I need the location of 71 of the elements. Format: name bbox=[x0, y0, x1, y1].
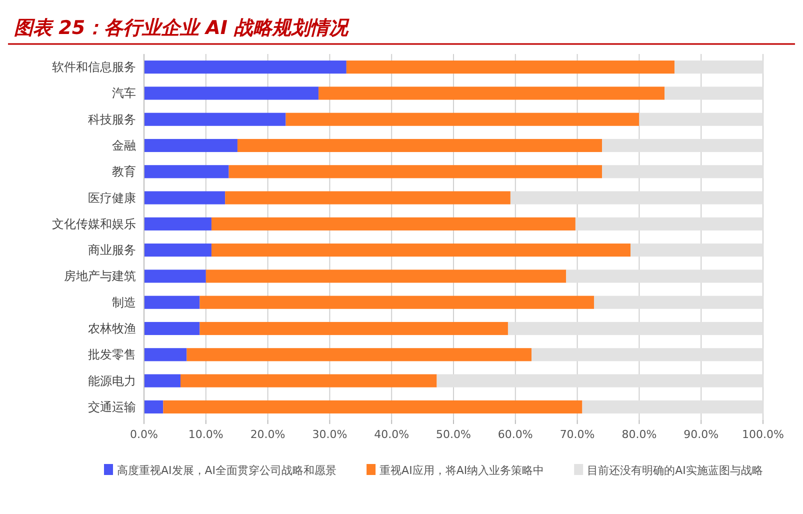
y-tick-label: 批发零售 bbox=[88, 348, 136, 362]
y-tick-label: 制造 bbox=[112, 295, 136, 310]
bar bbox=[144, 217, 212, 230]
legend-label: 目前还没有明确的AI实施蓝图与战略 bbox=[587, 464, 763, 477]
title: 图表 25：各行业企业 AI 战略规划情况 bbox=[14, 17, 348, 39]
bar bbox=[180, 374, 437, 388]
bar bbox=[639, 112, 763, 126]
bar bbox=[200, 296, 594, 309]
bar bbox=[144, 60, 346, 74]
x-tick-label: 0.0% bbox=[130, 428, 158, 441]
bar bbox=[508, 322, 763, 336]
bar bbox=[286, 112, 640, 126]
bar bbox=[594, 296, 763, 309]
legend-label: 重视AI应用，将AI纳入业务策略中 bbox=[380, 464, 544, 477]
bar bbox=[163, 400, 582, 414]
y-tick-label: 医疗健康 bbox=[88, 190, 136, 205]
y-tick-label: 软件和信息服务 bbox=[52, 60, 136, 74]
y-tick-label: 金融 bbox=[112, 138, 136, 152]
bar bbox=[144, 322, 200, 336]
bar bbox=[144, 348, 187, 362]
bar bbox=[144, 112, 286, 126]
bar bbox=[144, 191, 226, 204]
y-tick-label: 教育 bbox=[112, 164, 136, 179]
bar bbox=[436, 374, 763, 388]
y-tick-label: 房地产与建筑 bbox=[64, 269, 136, 284]
x-tick-label: 30.0% bbox=[312, 428, 348, 441]
y-tick-label: 汽车 bbox=[112, 86, 136, 100]
bar bbox=[228, 165, 602, 178]
bar bbox=[237, 138, 602, 152]
bar bbox=[200, 322, 508, 336]
bar bbox=[566, 270, 763, 283]
y-tick-label: 能源电力 bbox=[88, 374, 136, 388]
bar bbox=[575, 217, 763, 230]
y-tick-label: 交通运输 bbox=[88, 400, 136, 414]
bar bbox=[144, 400, 164, 414]
bar bbox=[510, 191, 763, 204]
legend-label: 高度重视AI发展，AI全面贯穿公司战略和愿景 bbox=[117, 464, 337, 477]
bar bbox=[186, 348, 532, 362]
y-tick-label: 文化传媒和娱乐 bbox=[52, 216, 136, 231]
x-tick-label: 40.0% bbox=[374, 428, 410, 441]
bar bbox=[630, 244, 763, 257]
x-tick-label: 20.0% bbox=[250, 428, 286, 441]
x-tick-label: 100.0% bbox=[742, 428, 784, 441]
x-tick-label: 80.0% bbox=[622, 428, 657, 441]
x-tick-label: 70.0% bbox=[560, 428, 595, 441]
y-tick-label: 商业服务 bbox=[88, 243, 136, 258]
bar bbox=[674, 60, 763, 74]
x-tick-label: 60.0% bbox=[498, 428, 533, 441]
bar bbox=[144, 165, 229, 178]
bar bbox=[144, 270, 206, 283]
bar bbox=[318, 86, 665, 100]
bar bbox=[664, 86, 763, 100]
x-tick-label: 10.0% bbox=[188, 428, 224, 441]
bar bbox=[582, 400, 763, 414]
bar bbox=[211, 244, 631, 257]
x-tick-label: 90.0% bbox=[684, 428, 719, 441]
bar bbox=[144, 244, 212, 257]
bar bbox=[144, 374, 181, 388]
bar bbox=[602, 165, 763, 178]
bar bbox=[346, 60, 674, 74]
bar bbox=[602, 138, 763, 152]
bar bbox=[144, 296, 200, 309]
bar bbox=[531, 348, 763, 362]
bar bbox=[144, 138, 238, 152]
bar bbox=[225, 191, 510, 204]
bar bbox=[206, 270, 566, 283]
y-tick-label: 科技服务 bbox=[88, 112, 136, 126]
x-tick-label: 50.0% bbox=[436, 428, 471, 441]
bar bbox=[211, 217, 576, 230]
y-tick-label: 农林牧渔 bbox=[88, 322, 136, 336]
bar bbox=[144, 86, 319, 100]
